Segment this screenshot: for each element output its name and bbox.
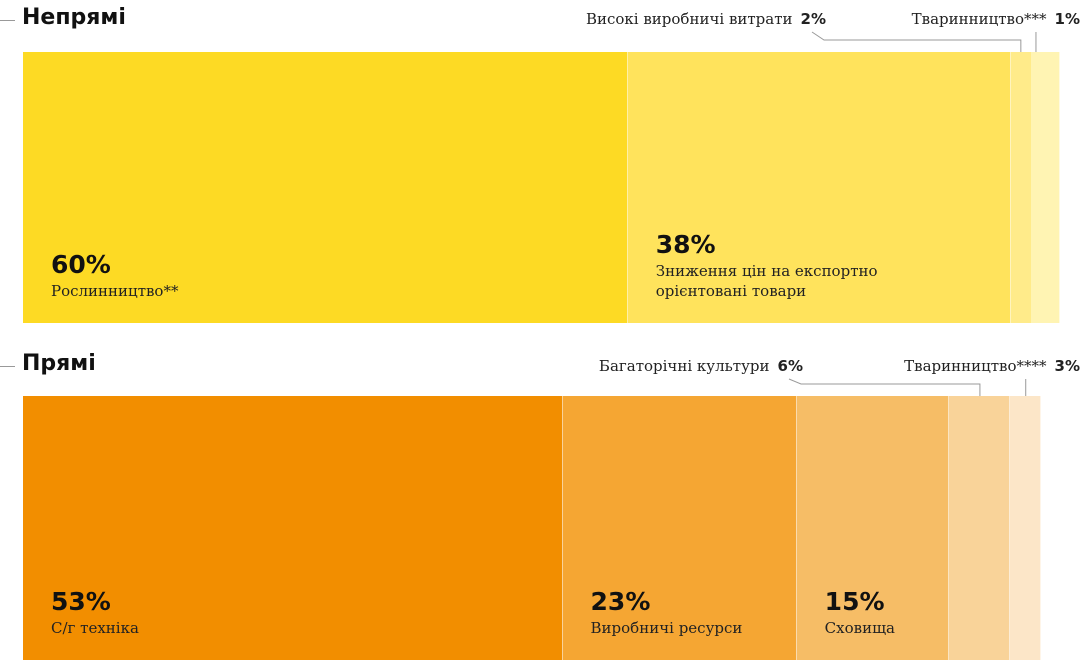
outside-label: Тваринництво*** 1% <box>912 10 1080 28</box>
segment-label: Сховища <box>824 619 895 637</box>
segment-label: Тваринництво*** <box>911 10 1047 28</box>
segment: 23% Виробничі ресурси <box>562 396 797 660</box>
value-label: 1% <box>1054 10 1080 28</box>
segment: 53% С/г техніка <box>23 396 563 660</box>
segment-label: С/г техніка <box>51 619 139 637</box>
segment <box>1010 396 1041 660</box>
outside-label: Багаторічні культури 6% <box>599 357 803 375</box>
segment <box>1030 52 1060 323</box>
value-label: 23% <box>590 587 651 616</box>
value-label: 2% <box>800 10 826 28</box>
segment: 38% Зниження цін на експортно орієнтовані… <box>627 52 1011 323</box>
segment-label: Тваринництво**** <box>904 357 1047 375</box>
segment-label: Рослинництво** <box>51 282 179 300</box>
segment: 60% Рослинництво** <box>23 52 628 323</box>
value-label: 15% <box>824 587 885 616</box>
value-label: 38% <box>655 230 716 259</box>
leader-line <box>788 378 981 396</box>
segment-label: Високі виробничі витрати <box>585 10 793 28</box>
segment <box>949 396 1011 660</box>
value-label: 6% <box>777 357 803 375</box>
chart-title: Непрямі <box>22 5 126 30</box>
chart-title: Прямі <box>22 351 96 376</box>
leader-line <box>811 31 1022 52</box>
segment: 15% Сховища <box>796 396 950 660</box>
value-label: 53% <box>51 587 111 616</box>
segment-label: Виробничі ресурси <box>590 619 743 637</box>
outside-label: Високі виробничі витрати 2% <box>586 10 826 28</box>
segment-label: Зниження цін на експортно орієнтовані то… <box>655 262 878 300</box>
title-dash <box>0 366 15 367</box>
outside-label: Тваринництво**** 3% <box>904 357 1080 375</box>
value-label: 3% <box>1054 357 1080 375</box>
value-label: 60% <box>51 250 111 279</box>
segment-label: Багаторічні культури <box>598 357 770 375</box>
title-dash <box>0 20 15 21</box>
